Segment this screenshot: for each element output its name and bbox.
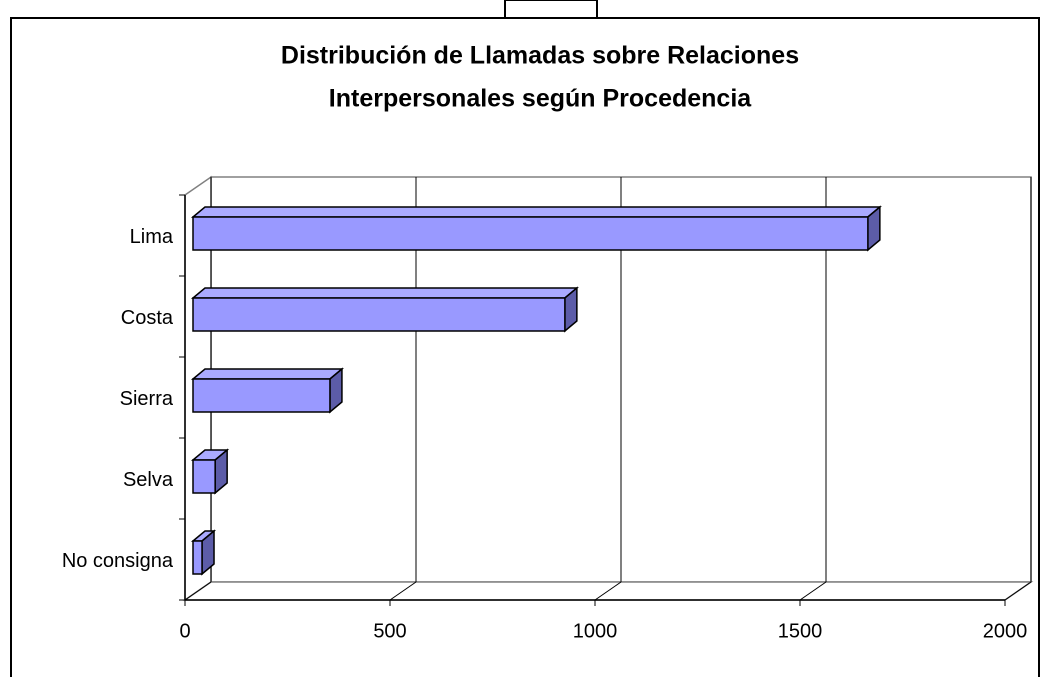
floor-grid-line: [799, 581, 827, 601]
bar-top: [190, 368, 345, 380]
x-tick-label: 2000: [983, 620, 1028, 642]
bar: [192, 216, 869, 251]
y-tick-label: Sierra: [120, 388, 174, 410]
bar: [192, 378, 331, 413]
x-tick-label: 1000: [573, 620, 618, 642]
floor-grid-line: [594, 581, 622, 601]
y-tick-label: Selva: [123, 469, 174, 491]
chart-frame: [10, 17, 1040, 677]
bar: [192, 297, 566, 332]
bar-top: [190, 206, 882, 218]
floor-grid-line: [389, 581, 417, 601]
floor-grid-line: [184, 581, 212, 601]
x-tick-label: 1500: [778, 620, 823, 642]
y-tick-label: No consigna: [62, 550, 174, 572]
floor-grid-line: [1004, 581, 1032, 601]
bar: [192, 540, 203, 575]
tab-box: [504, 0, 598, 19]
x-tick-label: 500: [373, 620, 406, 642]
y-tick-label: Lima: [130, 226, 174, 248]
y-tick-label: Costa: [121, 307, 174, 329]
x-tick-label: 0: [179, 620, 190, 642]
chart-title: Distribución de Llamadas sobre Relacione…: [281, 42, 799, 70]
chart-title: Interpersonales según Procedencia: [329, 85, 752, 113]
bar: [192, 459, 216, 494]
bar-top: [190, 287, 579, 299]
